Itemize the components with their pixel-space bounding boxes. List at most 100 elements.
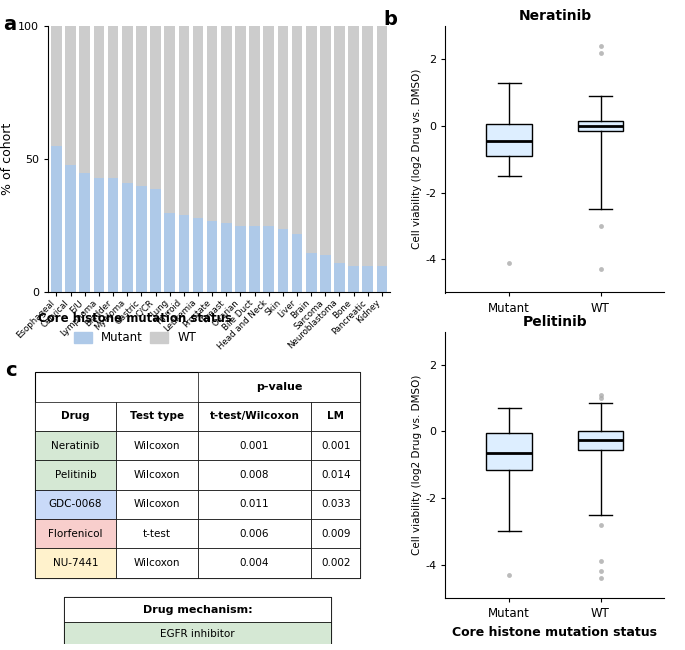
- Bar: [362, 266, 373, 292]
- Text: 0.001: 0.001: [321, 441, 351, 450]
- Y-axis label: Cell viability (log2 Drug vs. DMSO): Cell viability (log2 Drug vs. DMSO): [412, 69, 423, 250]
- Bar: [362, 26, 373, 266]
- Y-axis label: Cell viability (log2 Drug vs. DMSO): Cell viability (log2 Drug vs. DMSO): [412, 374, 423, 555]
- Bar: [192, 218, 203, 292]
- Text: t-test: t-test: [143, 529, 171, 539]
- FancyBboxPatch shape: [64, 597, 331, 621]
- FancyBboxPatch shape: [35, 402, 116, 431]
- Bar: [192, 26, 203, 218]
- Bar: [349, 266, 359, 292]
- FancyBboxPatch shape: [64, 597, 331, 650]
- Text: p-value: p-value: [256, 382, 302, 392]
- Text: Florfenicol: Florfenicol: [48, 529, 103, 539]
- Bar: [108, 26, 119, 178]
- FancyBboxPatch shape: [116, 431, 197, 460]
- Text: 0.006: 0.006: [240, 529, 269, 539]
- FancyBboxPatch shape: [64, 621, 331, 646]
- Bar: [108, 178, 119, 292]
- Bar: [249, 26, 260, 226]
- Bar: [377, 266, 387, 292]
- FancyBboxPatch shape: [197, 490, 312, 519]
- Bar: [235, 26, 246, 226]
- Title: Pelitinib: Pelitinib: [523, 315, 587, 329]
- Bar: [349, 26, 359, 266]
- FancyBboxPatch shape: [116, 402, 197, 431]
- Bar: [94, 178, 104, 292]
- X-axis label: Core histone mutation status: Core histone mutation status: [452, 625, 658, 638]
- FancyBboxPatch shape: [116, 460, 197, 490]
- Text: 0.011: 0.011: [240, 499, 269, 510]
- FancyBboxPatch shape: [35, 549, 116, 578]
- Text: t-test/Wilcoxon: t-test/Wilcoxon: [210, 411, 299, 421]
- Bar: [306, 252, 316, 292]
- FancyBboxPatch shape: [312, 460, 360, 490]
- PathPatch shape: [577, 121, 623, 131]
- Bar: [94, 26, 104, 178]
- Bar: [79, 172, 90, 292]
- FancyBboxPatch shape: [197, 519, 312, 549]
- FancyBboxPatch shape: [64, 646, 331, 650]
- Bar: [65, 164, 76, 292]
- Bar: [65, 26, 76, 164]
- Text: Wilcoxon: Wilcoxon: [134, 558, 180, 568]
- Text: 0.008: 0.008: [240, 470, 269, 480]
- Bar: [207, 26, 217, 220]
- FancyBboxPatch shape: [197, 402, 312, 431]
- Bar: [334, 26, 345, 263]
- Text: 0.033: 0.033: [321, 499, 351, 510]
- FancyBboxPatch shape: [312, 490, 360, 519]
- Text: Neratinib: Neratinib: [51, 441, 99, 450]
- FancyBboxPatch shape: [197, 431, 312, 460]
- Bar: [179, 215, 189, 292]
- PathPatch shape: [577, 432, 623, 450]
- Bar: [122, 183, 132, 292]
- FancyBboxPatch shape: [35, 519, 116, 549]
- Text: Drug: Drug: [61, 411, 90, 421]
- Text: EGFR inhibitor: EGFR inhibitor: [160, 629, 235, 639]
- Bar: [377, 26, 387, 266]
- FancyBboxPatch shape: [312, 402, 360, 431]
- FancyBboxPatch shape: [197, 372, 360, 402]
- FancyBboxPatch shape: [116, 549, 197, 578]
- Legend: Mutant, WT: Mutant, WT: [34, 307, 236, 349]
- Text: 0.014: 0.014: [321, 470, 351, 480]
- Text: Wilcoxon: Wilcoxon: [134, 441, 180, 450]
- PathPatch shape: [486, 124, 532, 156]
- FancyBboxPatch shape: [312, 519, 360, 549]
- Text: GDC-0068: GDC-0068: [49, 499, 102, 510]
- Bar: [320, 26, 331, 255]
- Bar: [277, 229, 288, 292]
- Bar: [292, 234, 302, 292]
- Bar: [306, 26, 316, 252]
- Text: c: c: [5, 361, 17, 380]
- FancyBboxPatch shape: [197, 460, 312, 490]
- Text: 0.009: 0.009: [321, 529, 351, 539]
- FancyBboxPatch shape: [116, 519, 197, 549]
- FancyBboxPatch shape: [116, 490, 197, 519]
- Bar: [277, 26, 288, 229]
- Bar: [320, 255, 331, 292]
- Text: Drug mechanism:: Drug mechanism:: [142, 604, 252, 614]
- Bar: [51, 26, 62, 146]
- Bar: [150, 26, 161, 188]
- Bar: [207, 220, 217, 292]
- Text: NU-7441: NU-7441: [53, 558, 98, 568]
- Text: Pelitinib: Pelitinib: [55, 470, 97, 480]
- Bar: [334, 263, 345, 292]
- Text: 0.002: 0.002: [321, 558, 351, 568]
- Bar: [136, 186, 147, 292]
- FancyBboxPatch shape: [197, 549, 312, 578]
- Bar: [221, 223, 232, 292]
- Bar: [249, 226, 260, 292]
- Bar: [122, 26, 132, 183]
- Text: LM: LM: [327, 411, 345, 421]
- Text: Wilcoxon: Wilcoxon: [134, 499, 180, 510]
- Text: Wilcoxon: Wilcoxon: [134, 470, 180, 480]
- PathPatch shape: [486, 433, 532, 470]
- FancyBboxPatch shape: [35, 490, 116, 519]
- X-axis label: Cancer type: Cancer type: [181, 390, 258, 403]
- Bar: [164, 26, 175, 213]
- FancyBboxPatch shape: [312, 431, 360, 460]
- Bar: [264, 226, 274, 292]
- Bar: [264, 26, 274, 226]
